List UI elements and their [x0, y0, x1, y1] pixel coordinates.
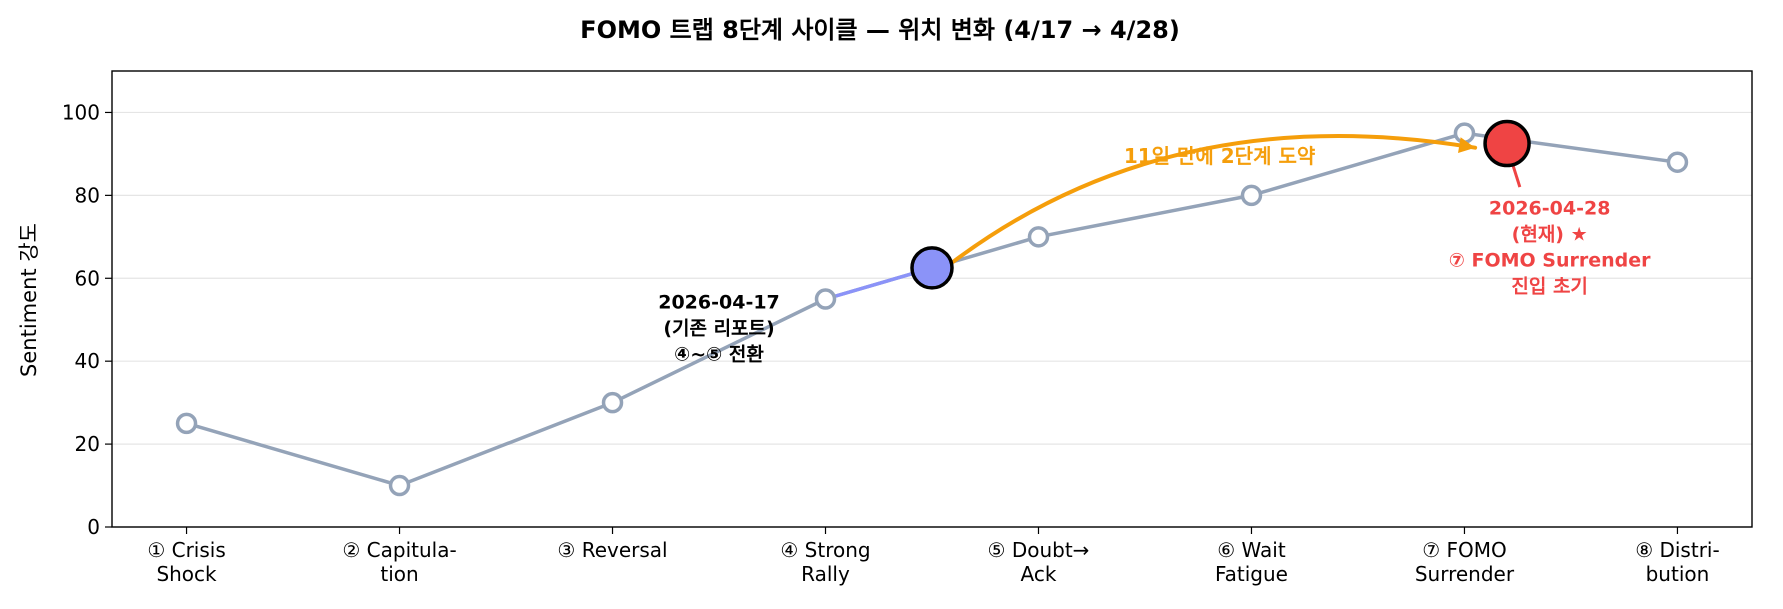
position-markers [910, 119, 1531, 290]
axes: 0 20 40 60 80 100 ① Crisis Shock ② Capitula-tion… [62, 70, 1753, 586]
data-point [1453, 122, 1476, 144]
data-point [601, 391, 624, 414]
data-point [175, 412, 198, 435]
arrow-head [1458, 137, 1476, 153]
data-point [814, 288, 837, 310]
chart-title: FOMO 트랩 8단계 사이클 — 위치 변화 (4/17 → 4/28) [580, 16, 1180, 44]
series-line [186, 131, 1678, 488]
x-tick-label: ④ Strong Rally [780, 538, 870, 586]
data-points [175, 122, 1689, 497]
data-point [388, 474, 411, 497]
data-point [1666, 151, 1689, 173]
data-point [1240, 184, 1263, 207]
current-position-marker [1483, 119, 1531, 168]
x-tick-label: ① Crisis Shock [147, 538, 225, 586]
y-tick-label: 0 [87, 515, 100, 539]
y-tick-label: 100 [62, 100, 100, 124]
x-tick-label: ③ Reversal [557, 538, 667, 562]
gridlines [112, 111, 1752, 528]
jump-arrow [951, 134, 1478, 264]
previous-position-label: 2026-04-17 (기존 리포트) ④~⑤ 전환 [658, 292, 780, 366]
previous-position-marker [910, 246, 954, 290]
y-tick-label: 40 [75, 349, 100, 373]
arrow-curve [951, 134, 1478, 264]
current-leader-line [1511, 165, 1522, 188]
x-tick-label: ② Capitula-tion [342, 538, 456, 586]
x-tick-label: ⑦ FOMO Surrender [1415, 538, 1515, 586]
cycle-line [186, 131, 1678, 488]
y-tick-label: 20 [75, 432, 100, 456]
x-tick-label: ⑧ Distri-bution [1635, 538, 1720, 586]
data-point [1027, 226, 1050, 248]
arrow-label: 11일 만에 2단계 도약 [1124, 144, 1316, 168]
annotations: 11일 만에 2단계 도약 2026-04-17 (기존 리포트) ④~⑤ 전환 202… [658, 144, 1651, 366]
y-tick-label: 60 [75, 266, 100, 290]
x-tick-label: ⑥ Wait Fatigue [1215, 538, 1288, 586]
y-tick-label: 80 [75, 183, 100, 207]
y-axis-label: Sentiment 강도 [17, 223, 41, 377]
plot-frame [111, 70, 1753, 528]
current-position-label: 2026-04-28 (현재) ★ ⑦ FOMO Surrender 진입 초기 [1449, 197, 1651, 297]
x-tick-label: ⑤ Doubt→ Ack [988, 538, 1090, 586]
